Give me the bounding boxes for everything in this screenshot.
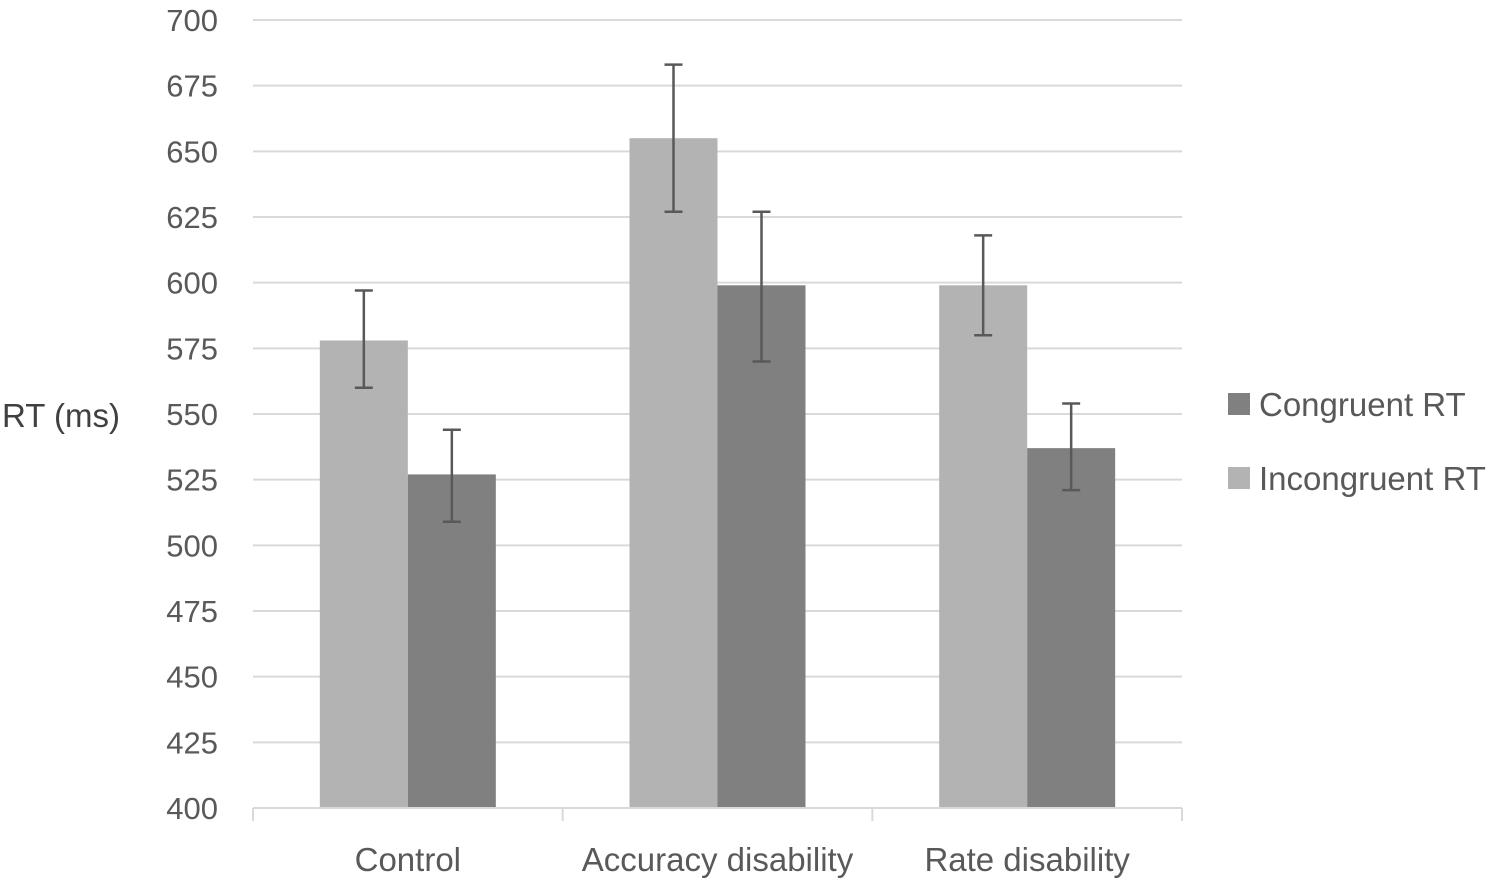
y-axis-tick-labels: 400 425 450 475 500 525 550 575 600 625 650 675 700 <box>166 3 218 826</box>
bar-incongruent-rt <box>939 285 1028 808</box>
error-bars <box>354 63 1081 523</box>
legend: Congruent RT Incongruent RT <box>1228 386 1486 497</box>
bar-incongruent-rt <box>319 340 408 808</box>
x-category-label: Accuracy disability <box>582 841 854 878</box>
category-labels: Control Accuracy disability Rate disabilit… <box>355 841 1131 878</box>
y-tick-label: 550 <box>166 397 218 432</box>
legend-label: Incongruent RT <box>1259 460 1486 497</box>
bars <box>319 138 1116 808</box>
bar-incongruent-rt <box>629 138 718 808</box>
y-tick-label: 525 <box>166 463 218 498</box>
bar-congruent-rt <box>1027 448 1116 808</box>
y-tick-label: 475 <box>166 594 218 629</box>
x-category-label: Rate disability <box>924 841 1130 878</box>
legend-swatch <box>1228 467 1250 489</box>
bar-congruent-rt <box>407 474 496 808</box>
y-tick-label: 675 <box>166 69 218 104</box>
y-axis-label: RT (ms) <box>2 397 120 434</box>
y-tick-label: 400 <box>166 791 218 826</box>
y-tick-label: 625 <box>166 200 218 235</box>
y-tick-label: 450 <box>166 660 218 695</box>
bar-congruent-rt <box>717 285 806 808</box>
y-tick-label: 700 <box>166 3 218 38</box>
x-axis <box>252 807 1183 821</box>
x-category-label: Control <box>355 841 461 878</box>
y-tick-label: 600 <box>166 266 218 301</box>
y-tick-label: 650 <box>166 134 218 169</box>
y-tick-label: 500 <box>166 528 218 563</box>
y-tick-label: 575 <box>166 331 218 366</box>
legend-swatch <box>1228 393 1250 415</box>
y-tick-label: 425 <box>166 725 218 760</box>
legend-label: Congruent RT <box>1259 386 1466 423</box>
